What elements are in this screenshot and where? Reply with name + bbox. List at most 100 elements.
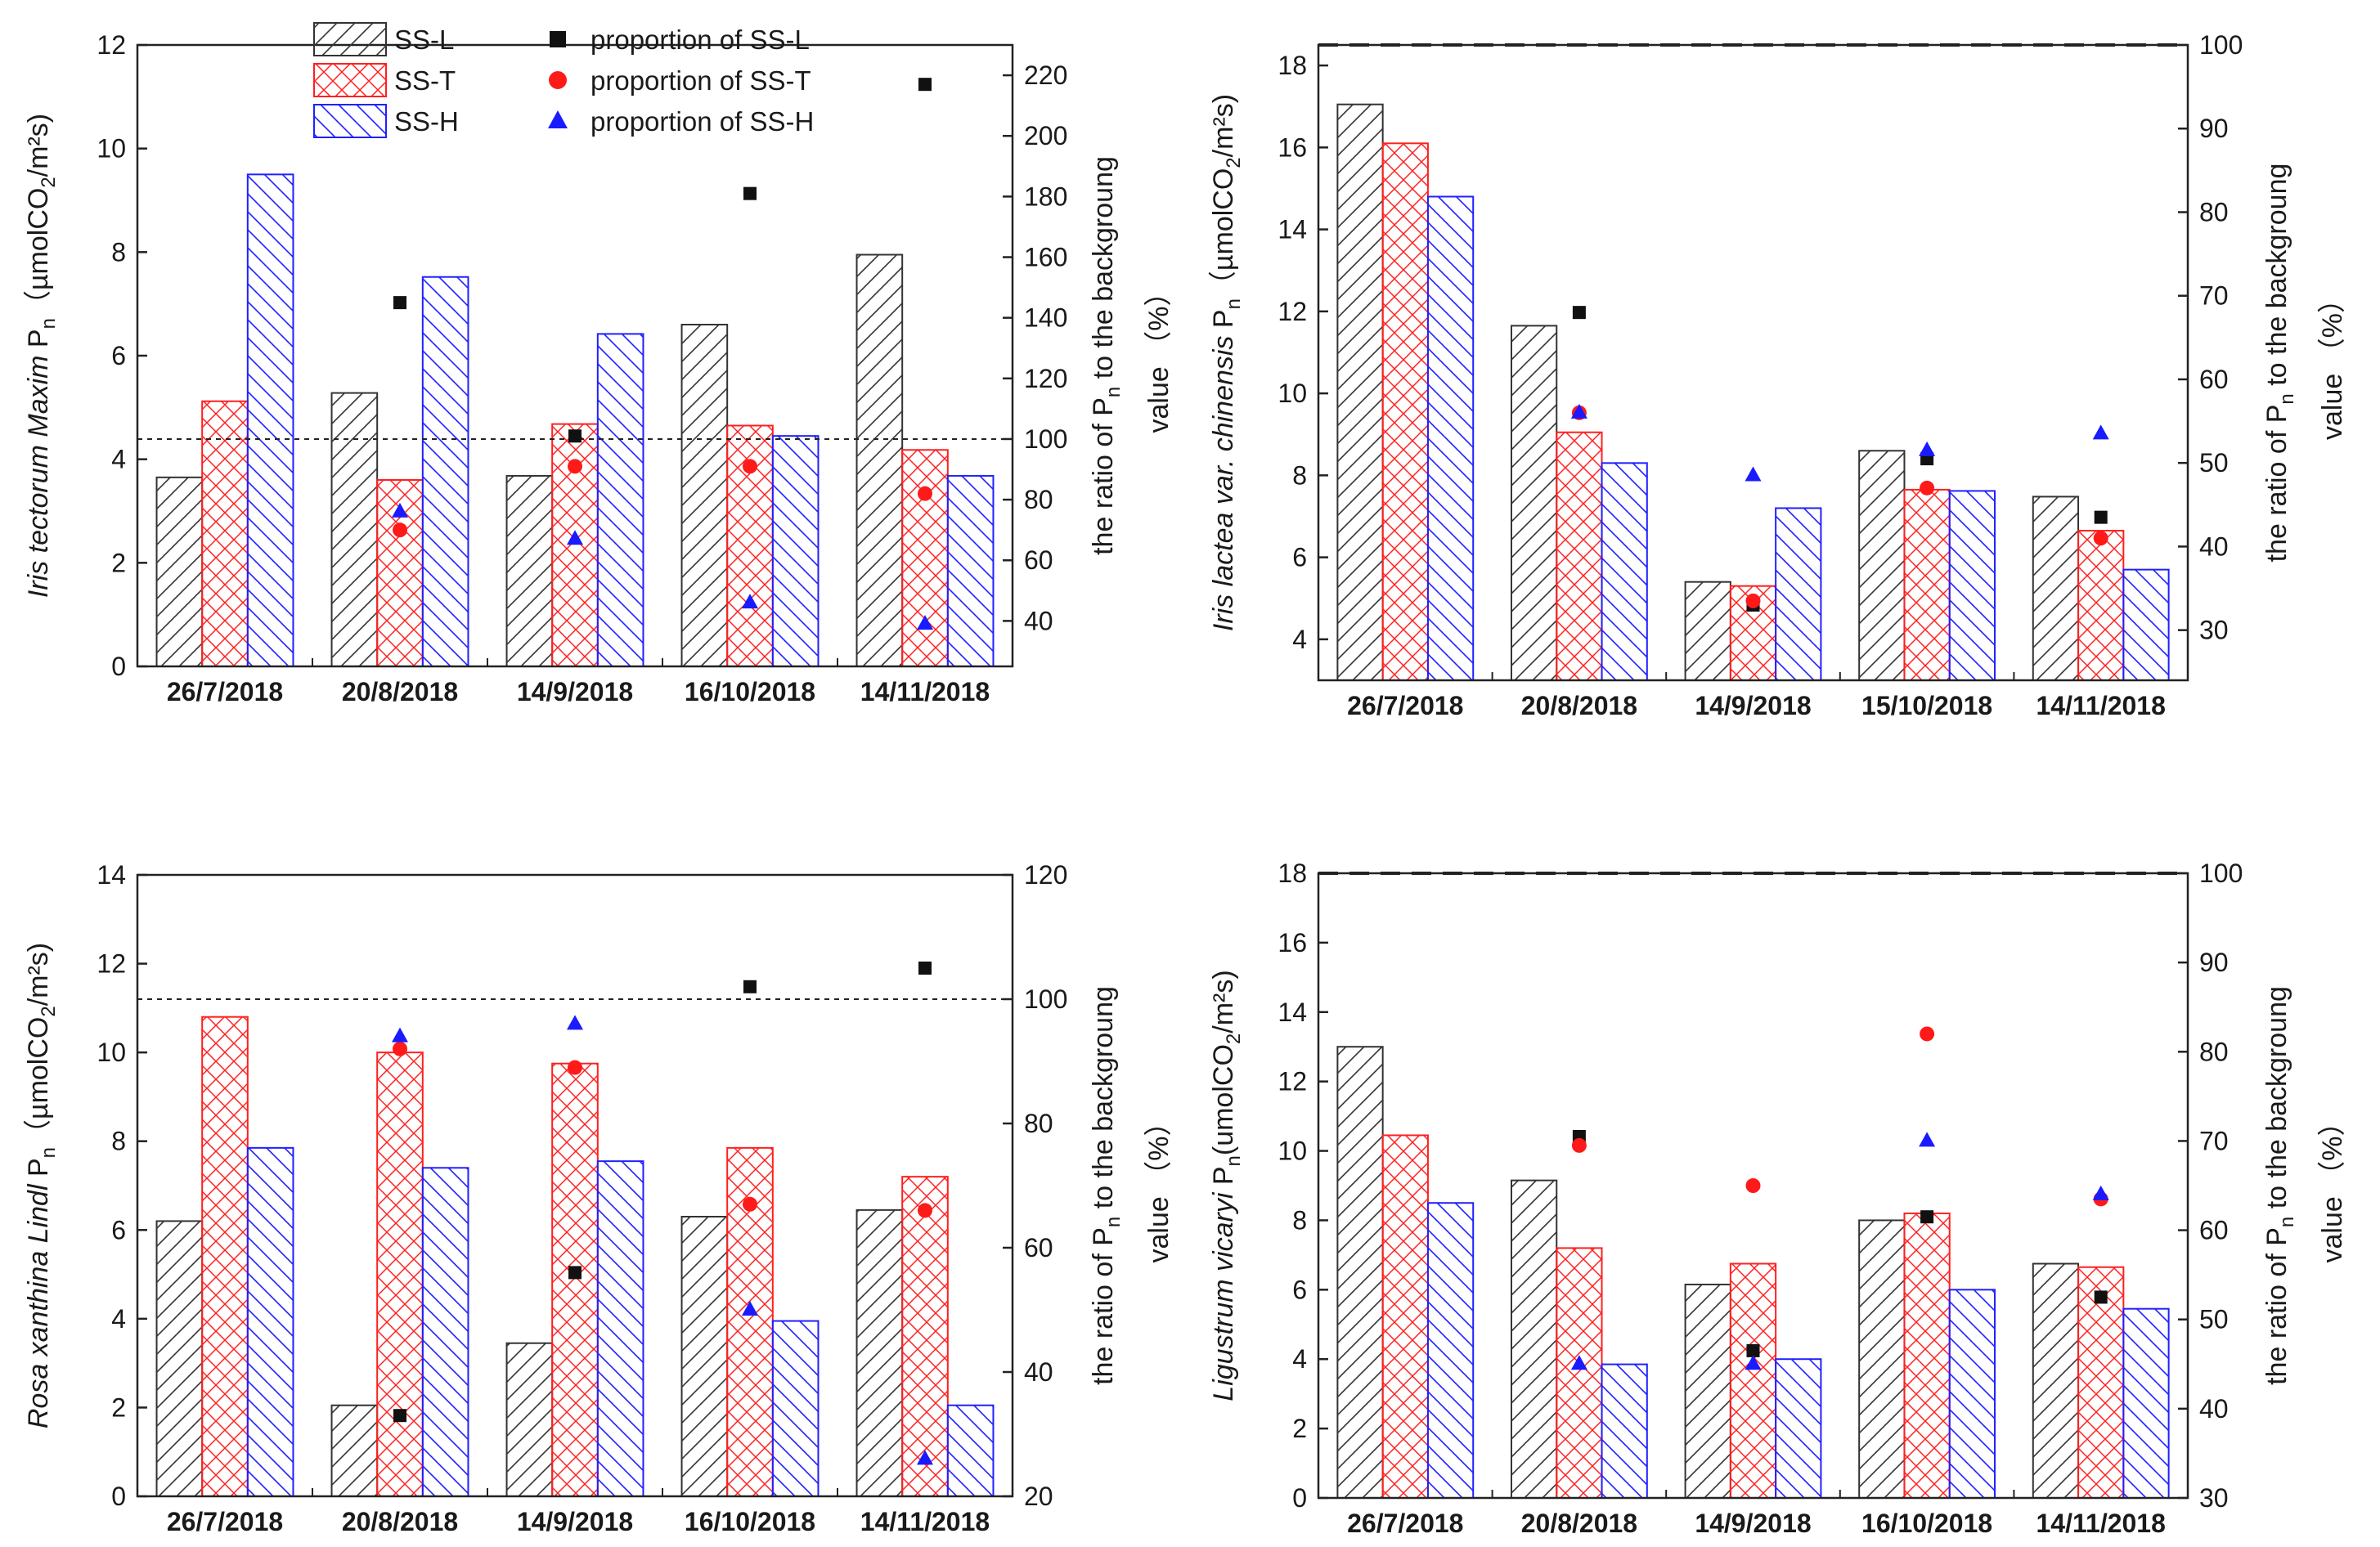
y2-tick-label: 100 xyxy=(1024,984,1067,1014)
marker-proportion-t xyxy=(1745,593,1761,608)
x-category-label: 20/8/2018 xyxy=(1521,1509,1637,1538)
bar-h xyxy=(421,276,469,667)
marker-proportion-h xyxy=(742,594,758,609)
x-category-label: 26/7/2018 xyxy=(167,1507,283,1536)
bar-t xyxy=(201,400,249,667)
y2-tick-label: 30 xyxy=(2199,1483,2229,1513)
x-category-label: 20/8/2018 xyxy=(342,677,458,706)
bar-l xyxy=(330,392,379,667)
marker-proportion-h xyxy=(1919,1132,1936,1147)
y2-tick-label: 120 xyxy=(1024,364,1067,393)
marker-proportion-l xyxy=(918,78,932,92)
marker-proportion-t xyxy=(1745,1178,1761,1193)
bar-h xyxy=(421,1167,469,1498)
x-category-label: 26/7/2018 xyxy=(1347,1509,1463,1538)
marker-proportion-l xyxy=(2094,510,2108,524)
bar-l xyxy=(155,476,204,667)
marker-proportion-t xyxy=(918,486,932,501)
bar-l xyxy=(505,1342,554,1497)
y-tick-label: 2 xyxy=(1292,1414,1307,1443)
bar-t xyxy=(1381,1134,1429,1499)
bar-l xyxy=(1684,581,1731,681)
x-category-label: 26/7/2018 xyxy=(167,677,283,706)
y-tick-label: 18 xyxy=(1278,859,1307,888)
marker-proportion-t xyxy=(393,522,407,538)
y-axis-label-unit: (umolCO xyxy=(1208,1044,1239,1155)
bar-l xyxy=(155,1220,204,1498)
x-category-label: 14/9/2018 xyxy=(517,677,633,706)
y-axis-label: Ligustrum vicaryi Pn(umolCO2/m²s) xyxy=(1208,970,1245,1401)
y-tick-label: 8 xyxy=(1292,1205,1307,1235)
y-axis-label: Rosa xanthina Lindl Pn（µmolCO2/m²s) xyxy=(23,943,60,1428)
y2-label-part: the ratio of P xyxy=(1088,1227,1119,1385)
chart-panel-2: 4 6 8 10 12 14 16 18 30 40 50 60 70 80 90 100 26/7/2018 2… xyxy=(1208,30,2348,720)
y-axis-label-pn: P xyxy=(23,329,54,355)
bar-t xyxy=(1903,1212,1951,1499)
y2-tick-label: 20 xyxy=(1024,1482,1053,1511)
y-tick-label: 16 xyxy=(1278,132,1307,162)
bar-l xyxy=(2032,495,2080,681)
x-category-label: 16/10/2018 xyxy=(1861,1509,1992,1538)
bar-h xyxy=(246,1146,294,1498)
y2-label-sub: n xyxy=(2276,393,2298,404)
y2-tick-label: 200 xyxy=(1024,121,1067,150)
y-axis-label-unit: （µmolCO xyxy=(23,1017,54,1147)
bar-h xyxy=(596,333,644,667)
marker-proportion-t xyxy=(2093,531,2108,546)
marker-proportion-h xyxy=(1745,466,1762,482)
bar-h xyxy=(596,1160,644,1497)
x-category-label: 15/10/2018 xyxy=(1861,691,1992,720)
bar-h xyxy=(771,435,820,668)
y2-label-sub: n xyxy=(1102,1217,1125,1227)
y2-label-part: the ratio of P xyxy=(2261,1227,2292,1385)
species-name: Iris lactea var. chinensis xyxy=(1208,336,1239,632)
bar-h xyxy=(2122,568,2170,681)
y-axis-label-pn: P xyxy=(23,1158,54,1184)
y-axis-label-sub: n xyxy=(38,1147,60,1158)
y-tick-label: 8 xyxy=(111,1127,126,1156)
y-tick-label: 12 xyxy=(1278,1067,1307,1096)
y-axis-label-unit-end: /m²s) xyxy=(23,114,54,177)
y-tick-label: 18 xyxy=(1278,51,1307,80)
legend-swatch-t xyxy=(313,63,387,97)
marker-proportion-l xyxy=(918,962,932,975)
marker-proportion-h xyxy=(392,1027,408,1043)
legend-marker-h xyxy=(548,110,568,128)
y2-tick-label: 40 xyxy=(1024,1357,1053,1387)
y-tick-label: 8 xyxy=(111,237,126,267)
y-tick-label: 0 xyxy=(111,652,126,681)
y2-tick-label: 30 xyxy=(2199,616,2229,645)
y-tick-label: 4 xyxy=(111,445,126,474)
y-axis-label-sub: n xyxy=(1223,298,1245,309)
y2-tick-label: 100 xyxy=(1024,424,1067,454)
legend-marker-l xyxy=(550,31,566,47)
chart-panel-1: 0 2 4 6 8 10 12 40 60 80 100 120 140 160 180 200 220 26/7… xyxy=(23,30,1174,706)
bar-t xyxy=(1729,1262,1777,1499)
marker-proportion-t xyxy=(568,459,582,474)
y-axis-label-sub: n xyxy=(1223,1155,1245,1166)
x-category-label: 14/9/2018 xyxy=(517,1507,633,1536)
legend-swatch-h xyxy=(313,104,387,138)
marker-proportion-t xyxy=(393,1041,407,1056)
plot-frame xyxy=(1317,43,2189,682)
x-category-label: 14/11/2018 xyxy=(860,1507,990,1536)
marker-proportion-h xyxy=(567,1015,583,1030)
y-axis-label-sub: n xyxy=(38,318,60,329)
bar-l xyxy=(1684,1283,1731,1499)
y2-tick-label: 90 xyxy=(2199,114,2229,143)
marker-proportion-h xyxy=(1570,1355,1587,1370)
y-tick-label: 2 xyxy=(111,548,126,577)
y-tick-label: 10 xyxy=(97,1038,126,1067)
marker-proportion-t xyxy=(743,1196,757,1212)
bar-t xyxy=(1556,1247,1603,1500)
chart-panel-3: 0 2 4 6 8 10 12 14 20 40 60 80 100 120 26/7/2018 20/8/2… xyxy=(23,860,1174,1536)
y2-axis-label-line2: value （%） xyxy=(2317,285,2348,440)
species-name: Iris tectorum Maxim xyxy=(23,356,54,599)
y2-label-sub: n xyxy=(1102,387,1125,397)
bar-l xyxy=(1510,325,1558,681)
y-axis-label-unit-sub: 2 xyxy=(38,1006,60,1016)
y2-label-part: to the backgroung xyxy=(1088,156,1119,387)
y-axis-label-unit-end: /m²s) xyxy=(1208,94,1239,157)
x-category-label: 14/9/2018 xyxy=(1695,1509,1811,1538)
